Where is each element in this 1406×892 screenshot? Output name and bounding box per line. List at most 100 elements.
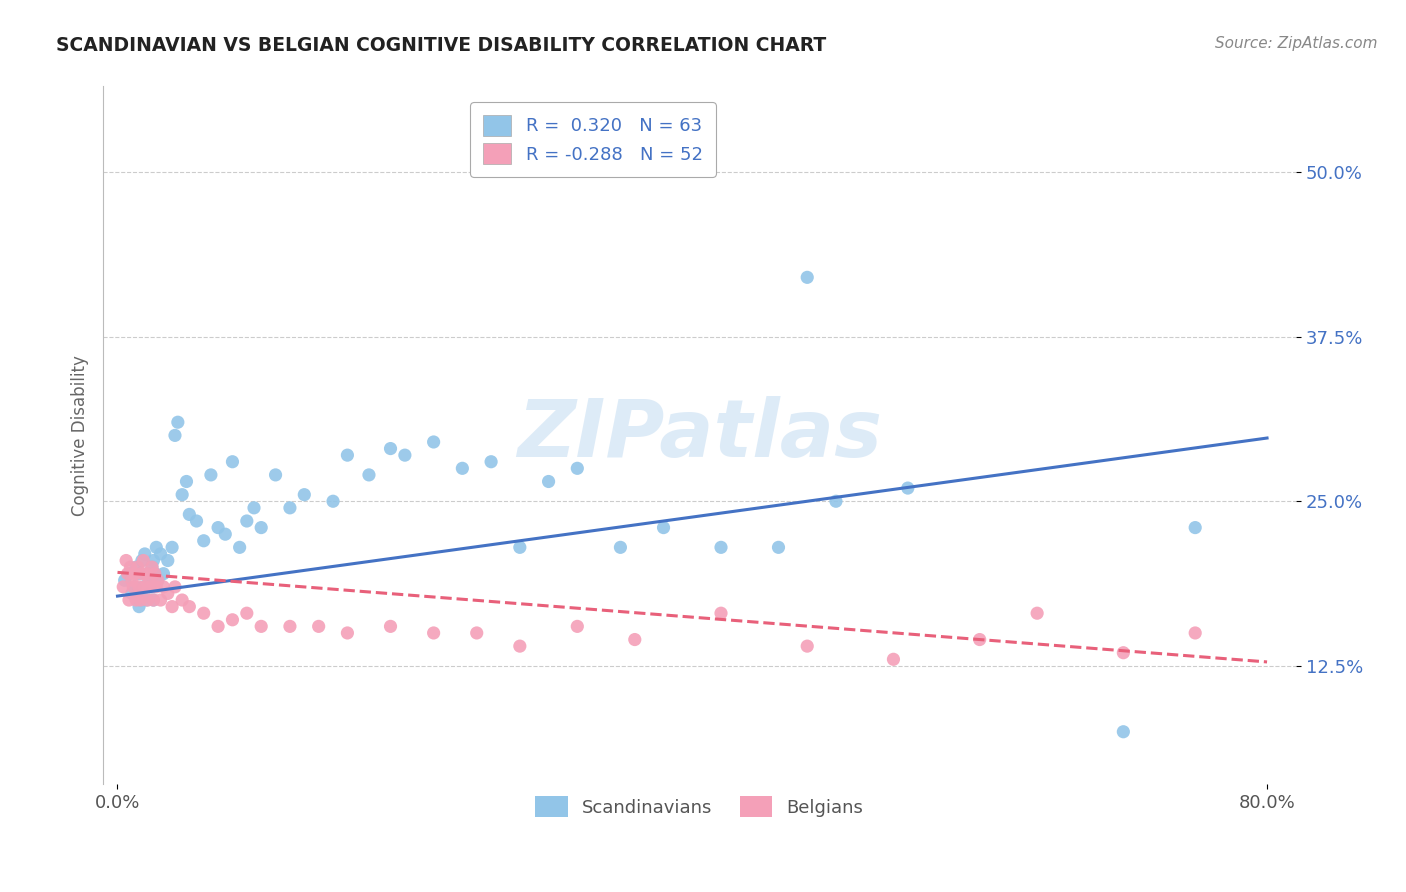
Point — [125, 593, 148, 607]
Point — [380, 442, 402, 456]
Point — [243, 500, 266, 515]
Point — [141, 560, 163, 574]
Point — [567, 619, 589, 633]
Point — [336, 448, 359, 462]
Point — [132, 580, 155, 594]
Point — [186, 514, 208, 528]
Point — [118, 566, 141, 581]
Point — [166, 415, 188, 429]
Point — [465, 626, 488, 640]
Point — [121, 586, 143, 600]
Point — [509, 541, 531, 555]
Point — [221, 455, 243, 469]
Point — [278, 619, 301, 633]
Point — [146, 574, 169, 588]
Point — [768, 541, 790, 555]
Point — [122, 580, 145, 594]
Point — [422, 626, 444, 640]
Point — [236, 606, 259, 620]
Point — [134, 580, 156, 594]
Point — [214, 527, 236, 541]
Point — [236, 514, 259, 528]
Point — [156, 553, 179, 567]
Point — [143, 566, 166, 581]
Point — [129, 593, 152, 607]
Point — [142, 593, 165, 607]
Y-axis label: Cognitive Disability: Cognitive Disability — [72, 355, 89, 516]
Point — [163, 580, 186, 594]
Point — [145, 541, 167, 555]
Point — [163, 428, 186, 442]
Point — [127, 560, 149, 574]
Point — [652, 520, 675, 534]
Point — [138, 574, 160, 588]
Point — [278, 500, 301, 515]
Point — [221, 613, 243, 627]
Point — [129, 593, 152, 607]
Point — [825, 494, 848, 508]
Point — [537, 475, 560, 489]
Point — [179, 508, 201, 522]
Point — [136, 566, 159, 581]
Text: SCANDINAVIAN VS BELGIAN COGNITIVE DISABILITY CORRELATION CHART: SCANDINAVIAN VS BELGIAN COGNITIVE DISABI… — [56, 36, 827, 54]
Point — [152, 580, 174, 594]
Point — [115, 553, 138, 567]
Point — [322, 494, 344, 508]
Point — [623, 632, 645, 647]
Point — [149, 593, 172, 607]
Point — [380, 619, 402, 633]
Point — [128, 599, 150, 614]
Point — [141, 560, 163, 574]
Point — [135, 593, 157, 607]
Point — [394, 448, 416, 462]
Point — [128, 580, 150, 594]
Point — [479, 455, 502, 469]
Point — [567, 461, 589, 475]
Point — [121, 574, 143, 588]
Point — [292, 488, 315, 502]
Text: ZIPatlas: ZIPatlas — [517, 396, 882, 475]
Point — [135, 566, 157, 581]
Point — [357, 467, 380, 482]
Legend: Scandinavians, Belgians: Scandinavians, Belgians — [529, 789, 870, 824]
Text: Source: ZipAtlas.com: Source: ZipAtlas.com — [1215, 36, 1378, 51]
Point — [139, 580, 162, 594]
Point — [882, 652, 904, 666]
Point — [131, 553, 153, 567]
Point — [142, 553, 165, 567]
Point — [160, 599, 183, 614]
Point — [796, 270, 818, 285]
Point — [145, 580, 167, 594]
Point — [131, 566, 153, 581]
Point — [128, 566, 150, 581]
Point — [451, 461, 474, 475]
Point — [134, 547, 156, 561]
Point — [149, 547, 172, 561]
Point — [264, 467, 287, 482]
Point — [207, 520, 229, 534]
Point — [609, 541, 631, 555]
Point — [156, 586, 179, 600]
Point — [250, 520, 273, 534]
Point — [132, 553, 155, 567]
Point — [160, 541, 183, 555]
Point — [176, 475, 198, 489]
Point — [193, 606, 215, 620]
Point — [120, 560, 142, 574]
Point — [117, 566, 139, 581]
Point — [136, 593, 159, 607]
Point — [207, 619, 229, 633]
Point — [139, 580, 162, 594]
Point — [1112, 724, 1135, 739]
Point — [172, 593, 194, 607]
Point — [142, 593, 165, 607]
Point — [112, 580, 135, 594]
Point — [250, 619, 273, 633]
Point — [1184, 520, 1206, 534]
Point — [969, 632, 991, 647]
Point — [124, 580, 146, 594]
Point — [710, 541, 733, 555]
Point — [422, 434, 444, 449]
Point — [308, 619, 330, 633]
Point — [179, 599, 201, 614]
